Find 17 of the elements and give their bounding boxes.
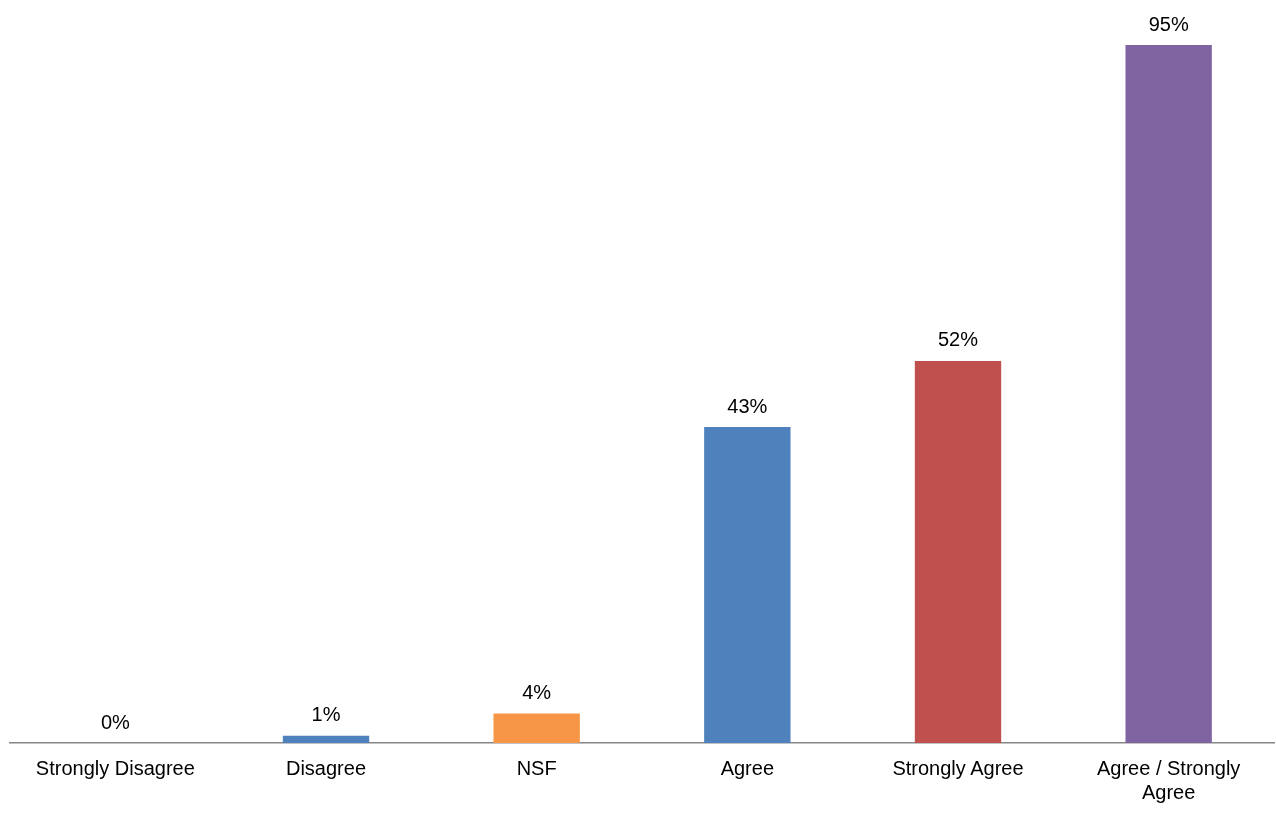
bar [914, 360, 1002, 743]
data-label: 43% [727, 394, 768, 417]
bar [282, 735, 370, 743]
data-label: 1% [311, 703, 341, 726]
data-label: 0% [100, 710, 130, 733]
x-tick-label: Strongly Agree [892, 756, 1024, 779]
x-tick-label: NSF [516, 756, 557, 779]
x-tick-label: Agree [720, 756, 775, 779]
x-tick-label: Agree / Strongly Agree [1096, 756, 1241, 803]
x-tick-label: Disagree [285, 756, 367, 779]
bar [1125, 45, 1212, 743]
bar [493, 713, 580, 743]
data-label: 4% [522, 681, 552, 704]
data-label: 95% [1148, 12, 1189, 35]
bar [704, 427, 791, 743]
data-label: 52% [937, 328, 979, 351]
x-tick-label: Strongly Disagree [35, 756, 195, 779]
